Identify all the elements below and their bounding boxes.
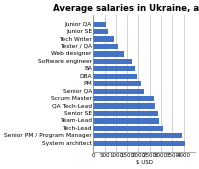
Bar [93, 29, 108, 34]
Title: Average salaries in Ukraine, all cities: Average salaries in Ukraine, all cities [53, 4, 199, 13]
Bar [93, 96, 154, 101]
Bar [93, 51, 124, 56]
Bar [93, 111, 158, 116]
X-axis label: $ USD: $ USD [136, 160, 153, 165]
Bar [93, 126, 163, 131]
Bar [93, 89, 144, 94]
Bar [93, 133, 182, 138]
Bar [93, 103, 155, 109]
Bar [93, 81, 141, 86]
Bar [93, 44, 118, 49]
Bar [93, 59, 132, 64]
Bar [93, 74, 137, 79]
Bar [93, 37, 114, 42]
Bar [93, 118, 159, 124]
Bar [93, 22, 106, 27]
Bar [93, 141, 185, 146]
Bar [93, 66, 135, 71]
